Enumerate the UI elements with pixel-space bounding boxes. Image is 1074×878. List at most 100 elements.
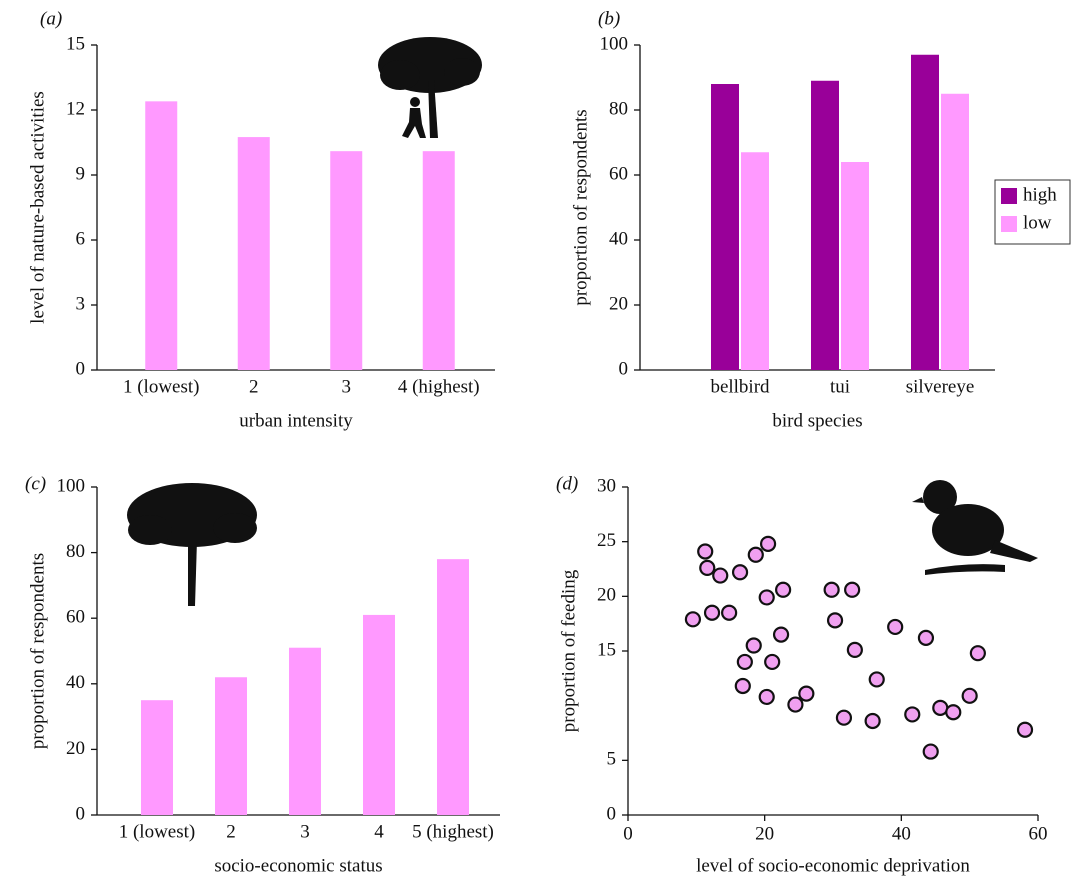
x-tick-label: 2 bbox=[249, 376, 259, 397]
tree-silhouette bbox=[127, 483, 257, 606]
y-tick-label: 15 bbox=[597, 639, 616, 660]
bar bbox=[711, 84, 739, 370]
point bbox=[904, 706, 921, 723]
point bbox=[747, 546, 764, 563]
y-axis-label: proportion of respondents bbox=[27, 553, 48, 749]
x-tick-label: silvereye bbox=[906, 376, 975, 397]
point bbox=[887, 618, 904, 636]
x-axis-label: level of socio-economic deprivation bbox=[696, 855, 970, 876]
legend-label: low bbox=[1023, 212, 1052, 233]
bird-silhouette bbox=[912, 480, 1038, 575]
bar bbox=[941, 93, 969, 370]
x-tick-label: 4 bbox=[374, 821, 384, 842]
x-tick-label: 0 bbox=[623, 823, 633, 844]
y-tick-label: 15 bbox=[66, 33, 85, 54]
y-tick-label: 0 bbox=[76, 358, 86, 379]
point bbox=[961, 687, 978, 704]
x-tick-label: 3 bbox=[342, 376, 352, 397]
point bbox=[699, 559, 716, 577]
x-tick-label: 1 (lowest) bbox=[119, 821, 196, 842]
y-tick-label: 3 bbox=[76, 293, 86, 314]
y-tick-label: 30 bbox=[597, 475, 616, 496]
legend-swatch bbox=[1001, 216, 1017, 232]
x-tick-label: 2 bbox=[226, 821, 236, 842]
bar bbox=[289, 647, 321, 815]
x-tick-label: bellbird bbox=[710, 376, 770, 397]
point bbox=[764, 653, 781, 671]
x-axis-label: socio-economic status bbox=[214, 855, 382, 876]
bar bbox=[811, 80, 839, 370]
x-tick-label: 5 (highest) bbox=[412, 821, 494, 842]
point bbox=[846, 641, 863, 659]
point bbox=[826, 612, 844, 629]
x-tick-label: 40 bbox=[892, 823, 911, 844]
point bbox=[759, 535, 777, 552]
panel-label: (b) bbox=[598, 8, 620, 29]
y-tick-label: 5 bbox=[607, 749, 617, 770]
x-tick-label: 1 (lowest) bbox=[123, 376, 200, 397]
point bbox=[703, 604, 721, 621]
x-tick-label: 60 bbox=[1029, 823, 1048, 844]
y-tick-label: 0 bbox=[607, 803, 617, 824]
x-tick-label: tui bbox=[830, 376, 850, 397]
y-tick-label: 20 bbox=[66, 738, 85, 759]
y-tick-label: 40 bbox=[609, 228, 628, 249]
y-axis-label: proportion of feeding bbox=[558, 569, 579, 732]
bar bbox=[237, 137, 270, 370]
legend-label: high bbox=[1023, 184, 1057, 205]
y-tick-label: 25 bbox=[597, 530, 616, 551]
bar bbox=[437, 559, 469, 815]
tree-person-silhouette bbox=[378, 37, 482, 138]
point bbox=[684, 611, 702, 628]
bar bbox=[330, 151, 363, 370]
point bbox=[835, 709, 853, 726]
point bbox=[864, 712, 881, 730]
y-tick-label: 100 bbox=[600, 33, 629, 54]
y-tick-label: 0 bbox=[76, 803, 86, 824]
bar bbox=[741, 152, 769, 370]
point bbox=[868, 671, 885, 688]
bar bbox=[841, 162, 869, 370]
bar bbox=[422, 151, 455, 370]
legend-swatch bbox=[1001, 188, 1017, 204]
panel-label: (d) bbox=[556, 473, 578, 494]
y-tick-label: 60 bbox=[609, 163, 628, 184]
point bbox=[798, 685, 815, 702]
point bbox=[721, 604, 738, 621]
point bbox=[945, 704, 962, 721]
point bbox=[823, 581, 840, 598]
point bbox=[736, 653, 753, 671]
y-axis-label: proportion of respondents bbox=[570, 109, 591, 305]
point bbox=[917, 629, 935, 646]
y-tick-label: 0 bbox=[619, 358, 629, 379]
bar bbox=[141, 700, 173, 815]
point bbox=[932, 699, 949, 716]
point bbox=[772, 626, 790, 643]
x-tick-label: 3 bbox=[300, 821, 310, 842]
point bbox=[787, 696, 804, 713]
x-tick-label: 4 (highest) bbox=[398, 376, 480, 397]
point bbox=[1016, 721, 1034, 738]
y-tick-label: 60 bbox=[66, 607, 85, 628]
y-tick-label: 20 bbox=[597, 585, 616, 606]
point bbox=[734, 677, 751, 695]
y-tick-label: 80 bbox=[609, 98, 628, 119]
y-tick-label: 9 bbox=[76, 163, 86, 184]
y-tick-label: 12 bbox=[66, 98, 85, 119]
point bbox=[745, 637, 762, 654]
y-tick-label: 100 bbox=[57, 475, 86, 496]
x-axis-label: bird species bbox=[772, 410, 862, 431]
y-tick-label: 80 bbox=[66, 541, 85, 562]
point bbox=[758, 589, 775, 606]
bar bbox=[215, 677, 247, 815]
panel-label: (a) bbox=[40, 8, 62, 29]
point bbox=[712, 567, 729, 584]
bar bbox=[911, 54, 939, 370]
point bbox=[969, 645, 986, 662]
bar bbox=[363, 614, 395, 815]
point bbox=[697, 543, 714, 560]
point bbox=[922, 743, 939, 760]
panel-label: (c) bbox=[25, 473, 46, 494]
y-tick-label: 6 bbox=[76, 228, 86, 249]
